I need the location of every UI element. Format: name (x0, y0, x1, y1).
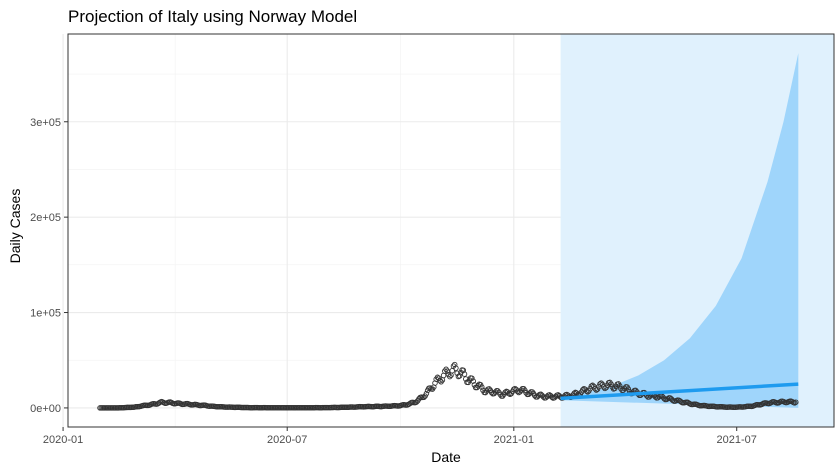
y-axis-label: Daily Cases (7, 189, 23, 264)
data-point (488, 389, 495, 396)
data-point (580, 387, 586, 393)
x-axis-label: Date (431, 449, 461, 465)
fit-line (560, 382, 799, 401)
data-point (423, 390, 430, 397)
confidence-band (560, 53, 799, 408)
data-point (656, 393, 662, 400)
data-point (549, 394, 555, 400)
y-tick-label: 3e+05 (30, 117, 61, 129)
y-tick-label: 0e+00 (30, 403, 61, 415)
data-point (453, 365, 459, 371)
data-point (447, 373, 453, 380)
data-point (421, 394, 427, 401)
data-point (437, 377, 443, 384)
data-point (456, 373, 463, 379)
y-tick-label: 2e+05 (30, 212, 61, 224)
data-point (608, 381, 614, 387)
data-point (461, 371, 468, 377)
data-point (475, 383, 481, 389)
data-point (793, 399, 799, 405)
data-point (625, 386, 632, 392)
data-point (470, 378, 476, 384)
data-point (652, 394, 659, 400)
y-tick-label: 1e+05 (30, 308, 61, 320)
data-point (469, 375, 475, 381)
x-axis: 2020-01 2020-07 2021-01 2021-07 (43, 427, 757, 446)
data-point (527, 390, 533, 396)
observed-points (97, 361, 799, 411)
x-tick-label: 2020-07 (267, 434, 307, 446)
plot-border (67, 33, 835, 428)
data-point (502, 389, 508, 395)
data-point (514, 388, 521, 395)
data-point (588, 383, 595, 389)
data-point (451, 361, 458, 368)
y-axis: 0e+00 1e+05 2e+05 3e+05 (30, 117, 68, 415)
chart-title: Projection of Italy using Norway Model (68, 7, 357, 26)
data-point (583, 388, 590, 394)
data-point (540, 394, 547, 400)
data-point (479, 384, 485, 390)
data-point (597, 381, 603, 387)
x-tick-label: 2021-07 (717, 434, 757, 446)
data-point (598, 380, 604, 386)
x-tick-label: 2021-01 (494, 434, 534, 446)
data-point (571, 390, 577, 397)
data-point (460, 367, 467, 374)
x-tick-label: 2020-01 (43, 434, 83, 446)
data-point (616, 383, 623, 389)
data-point (495, 388, 501, 394)
